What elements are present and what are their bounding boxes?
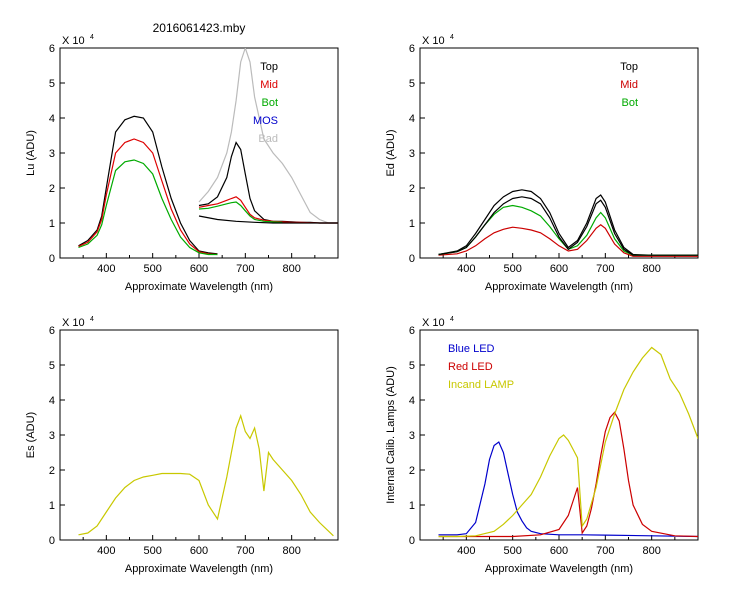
y-multiplier-exponent: 4: [90, 316, 94, 323]
legend-entry: Incand LAMP: [448, 379, 514, 391]
y-multiplier: X 10: [62, 35, 85, 47]
x-tick-label: 400: [97, 545, 115, 557]
legend-entry: Bot: [261, 97, 278, 109]
y-tick-label: 4: [49, 113, 55, 125]
chart-panel-bottom-right: 0 1 2 3 4 5 6 400 500 600 700 800 X 10 4 Approximate W…: [385, 316, 699, 575]
x-tick-label: 400: [457, 545, 475, 557]
y-tick-label: 6: [409, 43, 415, 55]
series-line-red-led: [438, 411, 698, 538]
y-tick-label: 3: [49, 148, 55, 160]
x-tick-label: 800: [282, 545, 300, 557]
x-tick-label: 700: [236, 263, 254, 275]
y-tick-label: 2: [409, 465, 415, 477]
x-tick-label: 500: [143, 263, 161, 275]
legend-entry: Bad: [258, 133, 278, 145]
x-axis-label: Approximate Wavelength (nm): [125, 563, 273, 575]
y-multiplier-exponent: 4: [90, 34, 94, 41]
plot-frame: [419, 47, 699, 259]
series-line-bot: [78, 159, 218, 256]
chart-panel-top-right: 0 1 2 3 4 5 6 400 500 600 700 800 X 10 4 Approximate W…: [385, 34, 699, 293]
x-tick-label: 700: [596, 263, 614, 275]
y-tick-label: 3: [409, 148, 415, 160]
legend-entry: Mid: [260, 79, 278, 91]
series-line-baseline: [198, 215, 338, 224]
chart-panel-top-left: 0 1 2 3 4 5 6 400 500 600 700 800 X 10 4 Approximate W…: [25, 34, 339, 293]
x-tick-label: 700: [596, 545, 614, 557]
y-tick-label: 2: [49, 465, 55, 477]
y-tick-label: 3: [409, 430, 415, 442]
y-tick-label: 1: [49, 218, 55, 230]
y-tick-label: 0: [49, 253, 55, 265]
y-multiplier: X 10: [422, 317, 445, 329]
y-tick-label: 0: [49, 535, 55, 547]
y-tick-label: 1: [409, 500, 415, 512]
plot-frame: [59, 47, 339, 259]
y-multiplier-exponent: 4: [450, 34, 454, 41]
y-tick-label: 1: [49, 500, 55, 512]
legend-entry: Red LED: [448, 361, 493, 373]
y-tick-label: 1: [409, 218, 415, 230]
x-tick-label: 500: [143, 545, 161, 557]
y-tick-label: 6: [49, 43, 55, 55]
x-tick-label: 800: [642, 263, 660, 275]
x-tick-label: 500: [503, 263, 521, 275]
y-tick-label: 2: [409, 183, 415, 195]
series-line-mid: [78, 138, 218, 256]
y-tick-label: 6: [409, 325, 415, 337]
legend-entry: Mid: [620, 79, 638, 91]
x-tick-label: 600: [550, 263, 568, 275]
y-tick-label: 3: [49, 430, 55, 442]
y-axis-label: Lu (ADU): [25, 130, 37, 176]
x-axis-label: Approximate Wavelength (nm): [485, 563, 633, 575]
y-tick-label: 4: [49, 395, 55, 407]
y-tick-label: 2: [49, 183, 55, 195]
y-axis-label: Es (ADU): [25, 412, 37, 458]
x-tick-label: 600: [550, 545, 568, 557]
x-tick-label: 600: [190, 263, 208, 275]
series-line-mid: [438, 224, 698, 257]
x-tick-label: 400: [97, 263, 115, 275]
x-tick-label: 700: [236, 545, 254, 557]
y-axis-label: Ed (ADU): [385, 129, 397, 176]
y-tick-label: 5: [409, 360, 415, 372]
legend-entry: MOS: [253, 115, 278, 127]
y-tick-label: 5: [49, 78, 55, 90]
y-tick-label: 6: [49, 325, 55, 337]
y-tick-label: 5: [49, 360, 55, 372]
x-axis-label: Approximate Wavelength (nm): [485, 281, 633, 293]
legend-entry: Top: [620, 61, 638, 73]
series-line-top: [438, 189, 698, 256]
x-tick-label: 400: [457, 263, 475, 275]
y-tick-label: 0: [409, 253, 415, 265]
y-multiplier: X 10: [62, 317, 85, 329]
series-line-top-2: [438, 196, 698, 256]
series-line-blue-led: [438, 441, 698, 538]
series-line-bad: [198, 48, 338, 224]
legend-entry: Top: [260, 61, 278, 73]
plot-frame: [59, 329, 339, 541]
y-tick-label: 0: [409, 535, 415, 547]
y-axis-label: Internal Calib. Lamps (ADU): [385, 366, 397, 504]
series-line-top-red-band-: [198, 141, 338, 224]
x-axis-label: Approximate Wavelength (nm): [125, 281, 273, 293]
legend-entry: Bot: [621, 97, 638, 109]
x-tick-label: 800: [642, 545, 660, 557]
y-tick-label: 4: [409, 113, 415, 125]
legend-entry: Blue LED: [448, 343, 495, 355]
y-tick-label: 4: [409, 395, 415, 407]
y-multiplier: X 10: [422, 35, 445, 47]
y-tick-label: 5: [409, 78, 415, 90]
x-tick-label: 500: [503, 545, 521, 557]
figure-title: 2016061423.mby: [153, 21, 246, 35]
series-line-mid-red-band-: [198, 196, 338, 224]
chart-panel-bottom-left: 0 1 2 3 4 5 6 400 500 600 700 800 X 10 4 Approximate W…: [25, 316, 339, 575]
series-line-bot-red-band-: [198, 201, 283, 223]
series-line-es: [78, 413, 334, 537]
y-multiplier-exponent: 4: [450, 316, 454, 323]
series-line-incand-lamp: [438, 346, 698, 538]
x-tick-label: 600: [190, 545, 208, 557]
x-tick-label: 800: [282, 263, 300, 275]
series-line-top: [78, 115, 218, 255]
